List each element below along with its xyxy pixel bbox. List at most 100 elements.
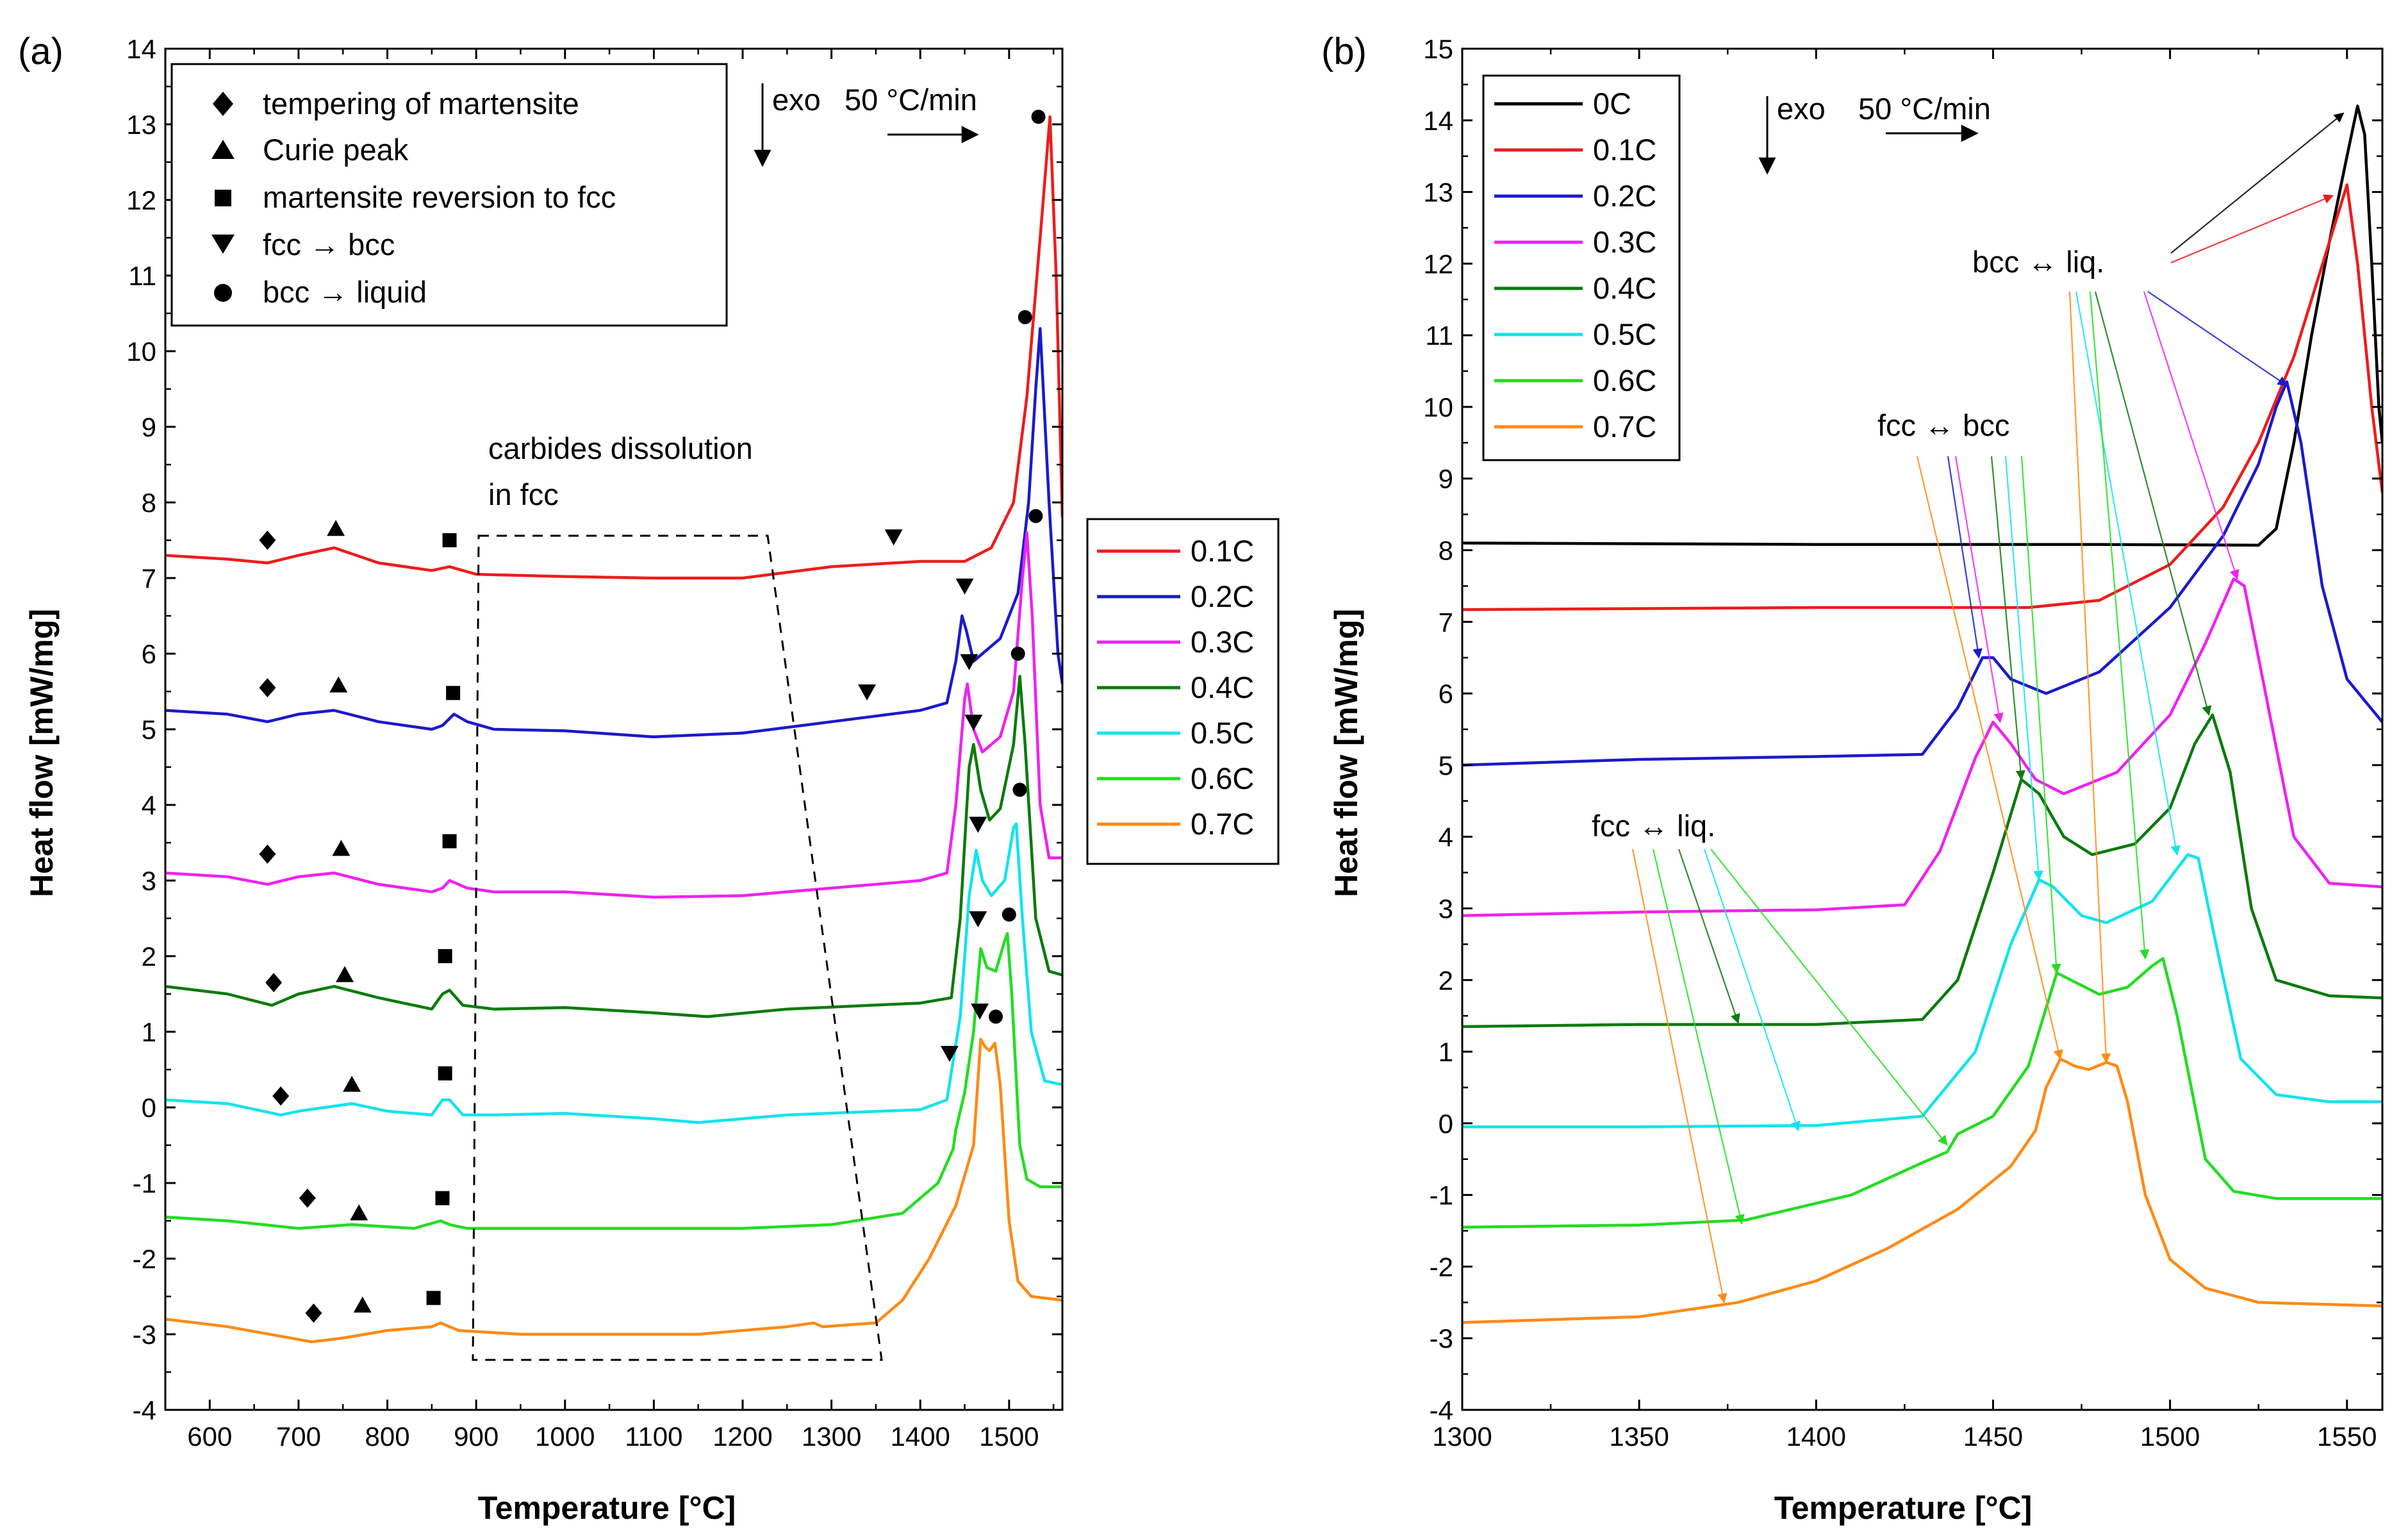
panel-b-ytick-label: 6	[1439, 679, 1453, 709]
panel-a-ytick-label: -3	[133, 1320, 156, 1350]
panel-b-xtick-label: 1550	[2317, 1421, 2377, 1452]
panel-a-marker-square	[426, 1291, 441, 1305]
panel-a-marker-diamond	[259, 844, 276, 864]
panel-a-series-0p3C	[165, 531, 1062, 899]
panel-a-xtick-label: 1100	[625, 1421, 682, 1452]
panel-b-fcc-bcc-text: fcc ↔ bcc	[1877, 408, 2009, 442]
legend-circle-icon	[214, 284, 232, 302]
panel-a-marker-diamond	[299, 1188, 316, 1208]
panel-a-marker-diamond	[259, 678, 276, 698]
panel-b-xtick-label: 1450	[1963, 1421, 2023, 1452]
panel-b-ytick-label: 10	[1423, 392, 1453, 422]
panel-a-ytick-label: -4	[133, 1395, 156, 1425]
panel-a-series-0p6C	[165, 932, 1062, 1230]
panel-a-marker-triangle-up	[329, 676, 348, 693]
panel-a-legend-label: 0.6C	[1191, 761, 1254, 795]
legend-bcc-liquid-label: bcc → liquid	[263, 275, 427, 309]
panel-a-marker-circle	[1010, 647, 1025, 661]
panel-a-exo-text: exo	[772, 83, 821, 117]
panel-a-marker-square	[435, 1191, 450, 1205]
panel-b-ytick-label: -2	[1430, 1252, 1453, 1282]
panel-a-legend-label: 0.5C	[1191, 716, 1254, 750]
panel-b-legend-label: 0C	[1593, 87, 1631, 120]
panel-a-label: (a)	[18, 31, 63, 72]
panel-b-arrow-0p2C	[1947, 456, 1983, 659]
legend-tempering-label: tempering of martensite	[263, 87, 579, 120]
panel-b-legend-label: 0.1C	[1593, 133, 1656, 167]
panel-b-ylabel: Heat flow [mW/mg]	[1328, 609, 1364, 897]
panel-a-ytick-label: 2	[142, 941, 156, 972]
panel-b-legend-label: 0.7C	[1593, 410, 1656, 443]
panel-b-ytick-label: 1	[1439, 1037, 1453, 1067]
panel-b-ytick-label: 2	[1439, 965, 1453, 995]
panel-b-ytick-label: 8	[1439, 536, 1453, 566]
panel-a-marker-circle	[1002, 907, 1016, 922]
panel-a-marker-triangle-up	[343, 1075, 361, 1092]
panel-a-ytick-label: 14	[126, 34, 156, 64]
panel-a-legend-label: 0.1C	[1191, 534, 1254, 568]
panel-a-marker-diamond	[265, 973, 283, 993]
panel-a-ytick-label: 0	[142, 1093, 156, 1123]
panel-a-ytick-label: 12	[126, 185, 156, 215]
panel-b-ytick-label: 14	[1423, 106, 1453, 136]
panel-b-series-0C	[1462, 104, 2382, 547]
panel-a-ytick-label: 1	[142, 1017, 156, 1047]
panel-a-ytick-label: 9	[142, 412, 156, 442]
panel-a-xtick-label: 1500	[979, 1421, 1039, 1452]
legend-fcc-bcc-label: fcc → bcc	[263, 228, 395, 261]
panel-b-ytick-label: 13	[1423, 178, 1453, 208]
panel-b-series-0p1C	[1462, 183, 2382, 611]
panel-b-ytick-label: 15	[1423, 34, 1453, 64]
panel-a-marker-triangle-up	[327, 520, 345, 536]
panel-a-xtick-label: 800	[365, 1421, 409, 1452]
panel-a-marker-triangle-down	[858, 684, 877, 700]
panel-a-legend-label: 0.2C	[1191, 579, 1254, 613]
panel-a-marker-circle	[989, 1009, 1003, 1024]
panel-a-marker-circle	[1018, 310, 1032, 324]
panel-b-arrow-0p4C	[1990, 456, 2026, 781]
legend-triangle-down-icon	[211, 235, 235, 254]
panel-a-xtick-label: 1400	[890, 1421, 950, 1452]
legend-curie-label: Curie peak	[263, 133, 409, 167]
panel-a-series-0p2C	[165, 327, 1062, 739]
panel-a-ytick-label: 6	[142, 639, 156, 669]
panel-a-carbides-region	[472, 534, 883, 1361]
panel-a-marker-triangle-up	[350, 1204, 368, 1221]
panel-b-arrow-0p6C	[1652, 848, 1745, 1225]
panel-a-marker-circle	[1012, 782, 1027, 797]
panel-a-carbides-line1: carbides dissolution	[488, 431, 753, 465]
panel-b-arrow-0p2C	[2147, 291, 2288, 386]
legend-reversion-label: martensite reversion to fcc	[263, 180, 616, 214]
panel-b-exo-annotation: exo 50 °C/min	[1758, 92, 1991, 175]
panel-b-xtick-label: 1500	[2140, 1421, 2200, 1452]
panel-a-ytick-label: 4	[142, 790, 156, 820]
panel-b-ytick-label: 12	[1423, 249, 1453, 279]
panel-b-arrow-0p6C	[1710, 848, 1948, 1146]
panel-a-marker-triangle-down	[969, 911, 987, 927]
panel-a-ylabel: Heat flow [mW/mg]	[24, 609, 60, 897]
panel-b-xtick-label: 1400	[1786, 1421, 1846, 1452]
panel-a-marker-square	[438, 949, 452, 963]
panel-b-arrow-0p4C	[2094, 291, 2212, 716]
panel-a-marker-circle	[1028, 509, 1043, 524]
panel-b-ytick-label: -1	[1430, 1180, 1453, 1211]
panel-b-arrow-0p6C	[2089, 291, 2150, 960]
panel-a-marker-square	[442, 533, 457, 547]
panel-a-ytick-label: 5	[142, 715, 156, 745]
panel-a-symbol-legend: tempering of martensite Curie peak marte…	[170, 63, 728, 327]
panel-b-arrow-0C	[2170, 112, 2345, 254]
panel-a-xtick-label: 900	[454, 1421, 499, 1452]
panel-b-xtick-label: 1350	[1609, 1421, 1669, 1452]
panel-b-xtick-label: 1300	[1432, 1421, 1492, 1452]
panel-a-marker-square	[442, 834, 457, 848]
panel-b-legend-label: 0.6C	[1593, 363, 1656, 397]
panel-a-xtick-label: 1300	[802, 1421, 861, 1452]
legend-triangle-up-icon	[211, 140, 235, 159]
legend-square-icon	[215, 190, 231, 206]
panel-a-series-0p1C	[165, 115, 1062, 580]
panel-b-arrow-0p3C	[2143, 291, 2239, 580]
panel-a-series-0p5C	[165, 822, 1062, 1124]
panel-b-series-0p6C	[1462, 957, 2382, 1229]
panel-a-marker-triangle-down	[955, 578, 974, 595]
